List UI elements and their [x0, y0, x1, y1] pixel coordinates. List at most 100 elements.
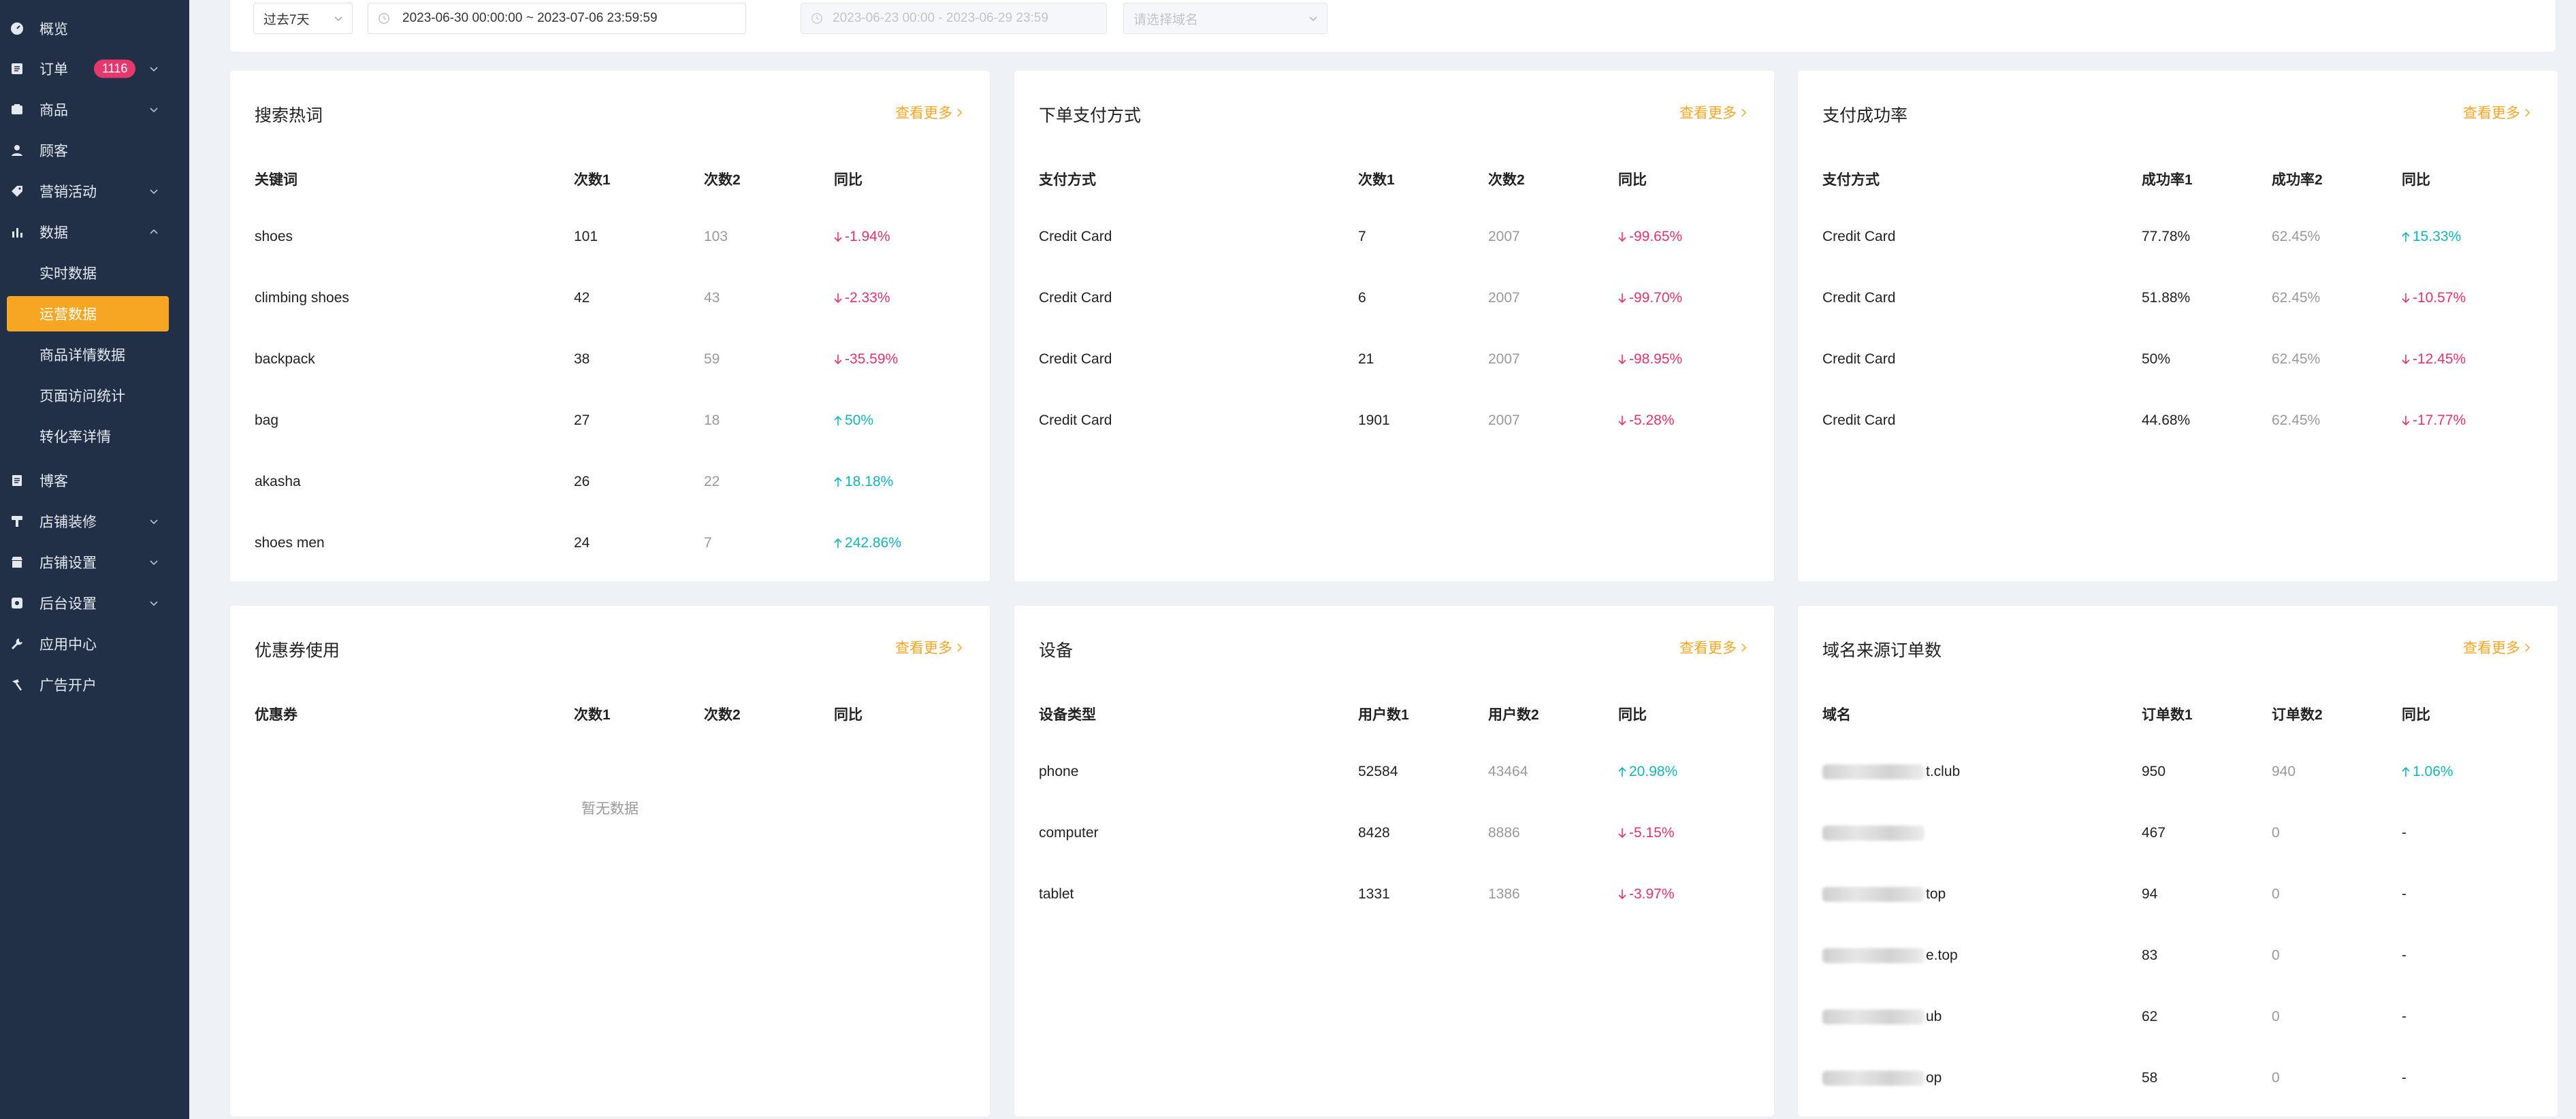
cell-change: 18.18% [834, 474, 893, 490]
cell-change: - [2402, 1009, 2406, 1025]
arrow-down-icon [1618, 890, 1626, 900]
compare-range-picker[interactable]: 2023-06-23 00:00 - 2023-06-29 23:59 [801, 3, 1107, 34]
chart-icon [12, 228, 22, 238]
change-value: 18.18% [845, 474, 894, 489]
sidebar: 概览订单 1116 商品顾客营销活动数据博客店铺装修店铺设置后台设置应用中心广告开户… [0, 0, 189, 1119]
cell-change: 50% [834, 412, 873, 429]
sidebar-subitem-1[interactable]: 运营数据 [7, 296, 169, 331]
cell-value-1: 52584 [1358, 764, 1398, 779]
column-header: 同比 [2402, 172, 2430, 188]
sidebar-item-5[interactable]: 数据 [7, 214, 169, 250]
row-label: phone [1039, 764, 1079, 779]
card-title: 下单支付方式 [1039, 106, 1142, 125]
sidebar-item-11[interactable]: 广告开户 [7, 667, 169, 702]
view-more-link[interactable]: 查看更多 [1679, 637, 1747, 658]
sidebar-item-1[interactable]: 订单 1116 [7, 51, 169, 86]
cell-change: -10.57% [2402, 290, 2466, 306]
sidebar-item-7[interactable]: 店铺装修 [7, 504, 169, 539]
period-select-value: 过去7天 [263, 12, 310, 27]
change-value: - [2402, 1070, 2406, 1086]
column-header: 用户数1 [1358, 707, 1409, 723]
cell-name: e.top [1822, 947, 1958, 964]
cell-change: -98.95% [1618, 351, 1682, 368]
cell-name: Credit Card [1822, 229, 1895, 245]
empty-state: 暂无数据 [581, 801, 639, 817]
table-row: phone 52584 43464 20.98% [1014, 764, 1774, 805]
table-row: t.club 950 940 1.06% [1798, 764, 2558, 805]
cell-value-1: 50% [2142, 351, 2171, 367]
cell-change: -2.33% [834, 290, 890, 306]
sidebar-subitem-4[interactable]: 转化率详情 [7, 419, 169, 454]
sidebar-subitem-2[interactable]: 商品详情数据 [7, 337, 169, 372]
coupon-usage-card: 优惠券使用 查看更多 优惠券 次数1 次数2 同比 暂无数据 [230, 606, 990, 1116]
cell-value-1: 24 [574, 535, 590, 551]
table-row: e.top 83 0 - [1798, 947, 2558, 988]
brush-icon [12, 516, 22, 527]
chevron-right-icon [1741, 108, 1747, 116]
column-header: 次数1 [574, 172, 611, 188]
chevron-down-icon [150, 519, 158, 525]
table-row: Credit Card 1901 2007 -5.28% [1014, 412, 1774, 453]
column-header: 次数2 [704, 172, 741, 188]
table-row: Credit Card 7 2007 -99.65% [1014, 229, 1774, 270]
row-label: Credit Card [1039, 351, 1112, 367]
table-row: shoes 101 103 -1.94% [230, 229, 990, 270]
cell-name: tablet [1039, 886, 1074, 903]
sidebar-subitem-3[interactable]: 页面访问统计 [7, 378, 169, 413]
table-row: Credit Card 50% 62.45% -12.45% [1798, 351, 2558, 392]
sidebar-item-10[interactable]: 应用中心 [7, 626, 169, 662]
masked-domain [1822, 948, 1925, 964]
store-icon [12, 557, 22, 568]
view-more-link[interactable]: 查看更多 [895, 637, 963, 658]
cell-change: 1.06% [2402, 764, 2453, 780]
sidebar-item-label: 店铺设置 [39, 555, 97, 571]
sidebar-subitem-0[interactable]: 实时数据 [7, 255, 169, 291]
domain-select[interactable]: 请选择域名 [1123, 3, 1327, 34]
arrow-down-icon [1618, 232, 1626, 242]
cell-value-1: 83 [2142, 947, 2158, 963]
view-more-label: 查看更多 [895, 106, 952, 121]
cell-name: computer [1039, 825, 1099, 841]
cell-value-1: 27 [574, 412, 590, 428]
period-select[interactable]: 过去7天 [253, 3, 353, 34]
sidebar-item-label: 数据 [39, 225, 68, 241]
change-value: -5.15% [1629, 825, 1675, 841]
cell-change: - [2402, 886, 2406, 903]
cell-value-2: 8886 [1488, 825, 1520, 841]
cell-change: -99.70% [1618, 290, 1682, 306]
table-row: Credit Card 21 2007 -98.95% [1014, 351, 1774, 392]
cell-name: bag [255, 412, 278, 429]
sidebar-item-8[interactable]: 店铺设置 [7, 545, 169, 580]
view-more-link[interactable]: 查看更多 [2463, 102, 2530, 123]
blog-icon [12, 475, 22, 486]
sidebar-item-0[interactable]: 概览 [7, 11, 169, 46]
arrow-down-icon [2402, 355, 2410, 365]
sidebar-item-4[interactable]: 营销活动 [7, 174, 169, 209]
sidebar-item-3[interactable]: 顾客 [7, 133, 169, 168]
table-row: top 94 0 - [1798, 886, 2558, 927]
cell-value-2: 62.45% [2272, 229, 2321, 244]
cell-value-2: 59 [704, 351, 720, 367]
sidebar-item-label: 后台设置 [39, 596, 97, 612]
table-row: akasha 26 22 18.18% [230, 474, 990, 515]
sidebar-item-9[interactable]: 后台设置 [7, 585, 169, 621]
sidebar-subitem-label: 商品详情数据 [39, 348, 125, 363]
sidebar-subitem-label: 转化率详情 [39, 429, 111, 445]
cell-change: -35.59% [834, 351, 898, 368]
change-value: -5.28% [1629, 412, 1675, 428]
cell-change: - [2402, 1070, 2406, 1086]
view-more-link[interactable]: 查看更多 [1679, 102, 1747, 123]
arrow-down-icon [834, 293, 842, 304]
cell-value-1: 94 [2142, 886, 2158, 902]
chevron-down-icon [334, 16, 342, 22]
sidebar-item-6[interactable]: 博客 [7, 463, 169, 498]
compare-range-value: 2023-06-23 00:00 - 2023-06-29 23:59 [833, 11, 1048, 25]
cell-change: 15.33% [2402, 229, 2461, 245]
table-row: 467 0 - [1798, 825, 2558, 866]
domain-suffix: ub [1926, 1009, 1942, 1024]
date-range-picker[interactable]: 2023-06-30 00:00:00 ~ 2023-07-06 23:59:5… [368, 3, 746, 34]
view-more-link[interactable]: 查看更多 [2463, 637, 2530, 658]
view-more-link[interactable]: 查看更多 [895, 102, 963, 123]
sidebar-item-2[interactable]: 商品 [7, 92, 169, 127]
cell-change: - [2402, 825, 2406, 841]
